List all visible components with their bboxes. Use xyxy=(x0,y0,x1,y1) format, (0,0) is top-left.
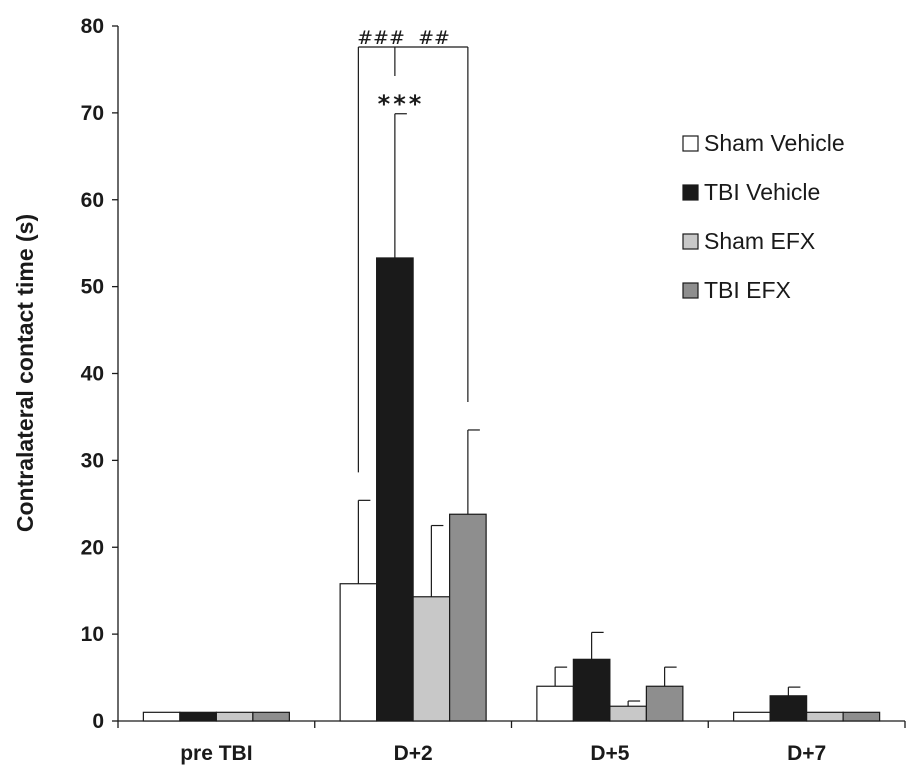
legend-swatch xyxy=(682,184,699,201)
bar xyxy=(842,711,881,722)
x-category-label: D+5 xyxy=(590,742,629,765)
bar xyxy=(215,711,254,722)
y-tick-label: 0 xyxy=(92,710,104,733)
legend-label: Sham Vehicle xyxy=(704,130,845,156)
bar xyxy=(645,685,684,722)
significance-annotations: ### ## *** xyxy=(357,27,469,473)
x-category-label: D+2 xyxy=(394,742,433,765)
error-bars xyxy=(357,113,801,707)
bar xyxy=(449,513,487,722)
legend-swatch xyxy=(682,135,699,152)
bar xyxy=(769,695,808,722)
bar xyxy=(536,685,574,722)
bar xyxy=(339,583,378,722)
y-tick-label: 10 xyxy=(81,623,104,646)
bars xyxy=(142,257,881,722)
legend-label: TBI EFX xyxy=(704,277,791,303)
annotation-hash-right: ## xyxy=(418,27,450,49)
annotation-hash-left: ### xyxy=(357,27,405,49)
bar xyxy=(376,257,414,722)
bar xyxy=(733,711,771,722)
bar xyxy=(609,705,647,722)
y-tick-label: 50 xyxy=(81,276,104,299)
bar xyxy=(179,711,217,722)
annotation-stars: *** xyxy=(378,90,425,118)
bar xyxy=(572,658,611,722)
legend-label: TBI Vehicle xyxy=(704,179,820,205)
legend-swatch xyxy=(682,282,699,299)
y-tick-label: 60 xyxy=(81,189,104,212)
y-tick-label: 70 xyxy=(81,102,104,125)
y-tick-label: 40 xyxy=(81,363,104,386)
x-category-label: D+7 xyxy=(787,742,826,765)
bar xyxy=(806,711,844,722)
bar xyxy=(142,711,181,722)
y-tick-label: 80 xyxy=(81,15,104,38)
x-category-label: pre TBI xyxy=(180,742,252,765)
y-axis: 0 10 20 30 40 50 60 70 80 xyxy=(81,15,119,733)
bar xyxy=(412,596,451,722)
legend-label: Sham EFX xyxy=(704,228,815,254)
x-axis: pre TBI D+2 D+5 D+7 xyxy=(117,720,906,765)
y-axis-title: Contralateral contact time (s) xyxy=(12,214,38,532)
bar xyxy=(252,711,290,722)
legend: Sham Vehicle TBI Vehicle Sham EFX TBI EFX xyxy=(682,130,845,303)
legend-swatch xyxy=(682,233,699,250)
y-tick-label: 20 xyxy=(81,536,104,559)
y-tick-label: 30 xyxy=(81,449,104,472)
